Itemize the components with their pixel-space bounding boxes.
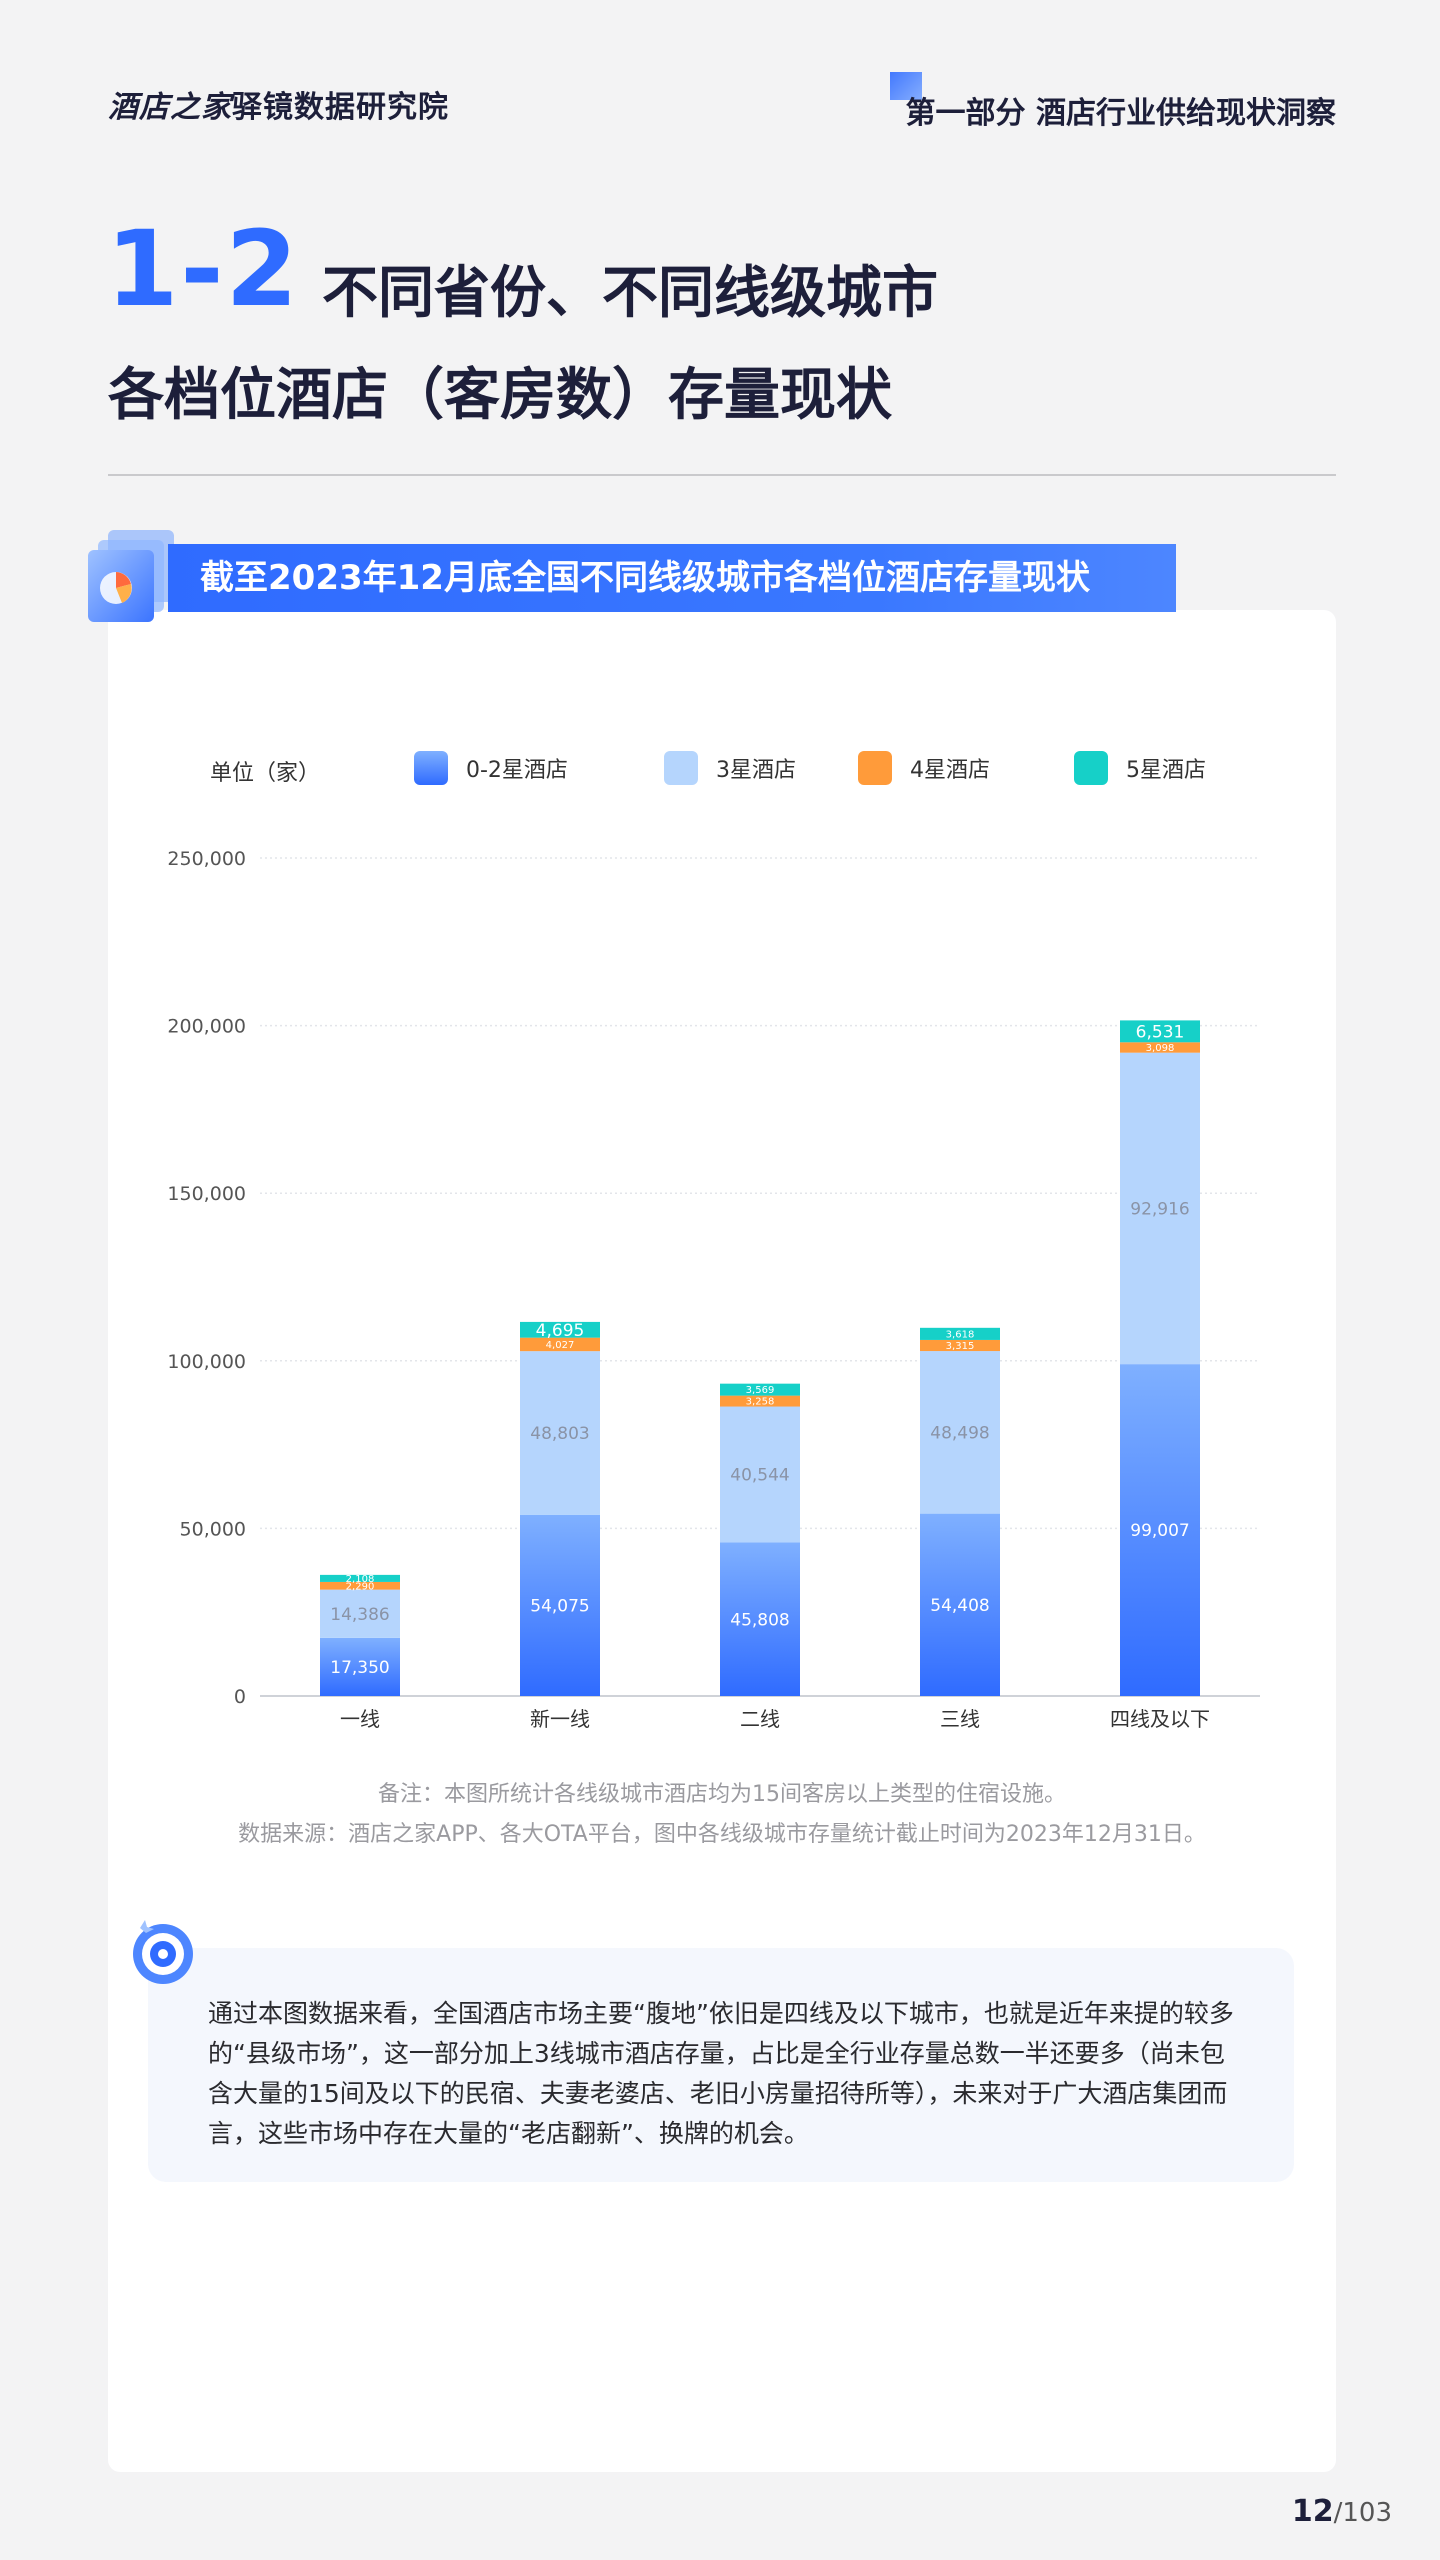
data-label: 3,258 [746,1397,775,1408]
chart-folder-icon [88,530,174,622]
data-label: 54,408 [930,1596,989,1616]
y-tick-label: 100,000 [167,1351,246,1373]
summary-box: 通过本图数据来看，全国酒店市场主要“腹地”依旧是四线及以下城市，也就是近年来提的… [148,1948,1294,2182]
title-line-2: 各档位酒店（客房数）存量现状 [108,363,892,428]
logo-subtitle: 驿镜数据研究院 [232,90,449,125]
data-label: 99,007 [1130,1521,1189,1541]
data-label: 4,695 [536,1321,585,1341]
logo-brand: 酒店之家 [108,90,232,125]
section-square-icon [889,72,922,100]
x-tick-label: 三线 [940,1707,980,1731]
bar-segment-5-star [920,1327,1000,1340]
bar-segment-0-2-star [520,1514,600,1696]
bar-segment-5-star [1120,1020,1200,1043]
legend-item-0-2-star: 0-2星酒店 [414,750,568,786]
bar-segment-3-star [920,1351,1000,1514]
legend-item-3-star: 3星酒店 [664,750,796,786]
data-label: 17,350 [330,1658,389,1678]
x-tick-label: 二线 [740,1707,780,1731]
bar-segment-0-2-star [920,1513,1000,1696]
data-label: 2,290 [346,1581,375,1592]
data-label: 48,803 [530,1424,589,1444]
bar-segment-0-2-star [1120,1364,1200,1696]
legend-item-5-star: 5星酒店 [1074,750,1206,786]
legend-swatch [414,751,448,785]
legend-swatch [1074,751,1108,785]
chart-title-banner: 截至2023年12月底全国不同线级城市各档位酒店存量现状 [168,544,1176,612]
x-tick-label: 一线 [340,1707,380,1731]
data-label: 3,618 [946,1329,975,1340]
title-number: 1-2 [106,208,300,330]
data-label: 40,544 [730,1466,789,1486]
page-number: 12/103 [1292,2494,1392,2529]
legend-swatch [858,751,892,785]
legend-swatch [664,751,698,785]
bar-segment-5-star [320,1574,400,1582]
stacked-bar-chart: 0 50,000 100,000 150,000 200,000 250,000 17,3… [167,848,1260,1731]
section-tag: 第一部分 酒店行业供给现状洞察 [889,72,1336,132]
y-tick-label: 150,000 [167,1183,246,1205]
bar-segment-4-star [320,1581,400,1590]
legend-label: 4星酒店 [910,758,990,783]
bar-segment-3-star [1120,1052,1200,1365]
x-tick-label: 新一线 [530,1707,590,1731]
data-label: 2,108 [346,1574,375,1585]
data-label: 3,315 [946,1341,975,1352]
summary-text: 通过本图数据来看，全国酒店市场主要“腹地”依旧是四线及以下城市，也就是近年来提的… [208,1999,1234,2148]
data-label: 14,386 [330,1605,389,1625]
data-label: 48,498 [930,1423,989,1443]
data-label: 6,531 [1136,1022,1185,1042]
brand-logo: 酒店之家驿镜数据研究院 [108,82,449,126]
bar-segment-3-star [520,1351,600,1515]
page-current: 12 [1291,2494,1334,2529]
y-tick-label: 50,000 [180,1518,246,1540]
data-label: 92,916 [1130,1200,1189,1220]
data-label: 3,569 [746,1385,775,1396]
bar-segment-4-star [1120,1042,1200,1053]
y-tick-label: 0 [234,1686,246,1708]
data-label: 3,098 [1146,1043,1175,1054]
data-label: 4,027 [546,1340,575,1351]
bar-segment-4-star [920,1339,1000,1352]
bar-segment-5-star [720,1383,800,1396]
target-icon [133,1920,193,1984]
page-total: /103 [1333,2498,1392,2528]
data-label: 45,808 [730,1610,789,1630]
legend-item-4-star: 4星酒店 [858,750,990,786]
legend-label: 0-2星酒店 [466,758,568,783]
legend-label: 5星酒店 [1126,758,1206,783]
bar-segment-3-star [720,1406,800,1543]
bar-segment-4-star [520,1337,600,1352]
bar-segment-5-star [520,1321,600,1338]
y-tick-label: 250,000 [167,848,246,870]
title-line-1: 不同省份、不同线级城市 [322,261,938,326]
y-tick-label: 200,000 [167,1016,246,1038]
bar-segment-0-2-star [720,1542,800,1696]
title-divider [108,474,1336,476]
bar-segment-0-2-star [320,1637,400,1696]
data-label: 54,075 [530,1596,589,1616]
x-tick-label: 四线及以下 [1110,1707,1210,1731]
chart-remark: 备注：本图所统计各线级城市酒店均为15间客房以上类型的住宿设施。 [378,1782,1066,1807]
section-label: 第一部分 酒店行业供给现状洞察 [905,96,1336,131]
bar-segment-4-star [720,1395,800,1407]
legend-unit: 单位（家） [210,761,321,786]
bar-segment-3-star [320,1589,400,1638]
legend-label: 3星酒店 [716,758,796,783]
chart-source: 数据来源：酒店之家APP、各大OTA平台，图中各线级城市存量统计截止时间为202… [238,1822,1206,1847]
